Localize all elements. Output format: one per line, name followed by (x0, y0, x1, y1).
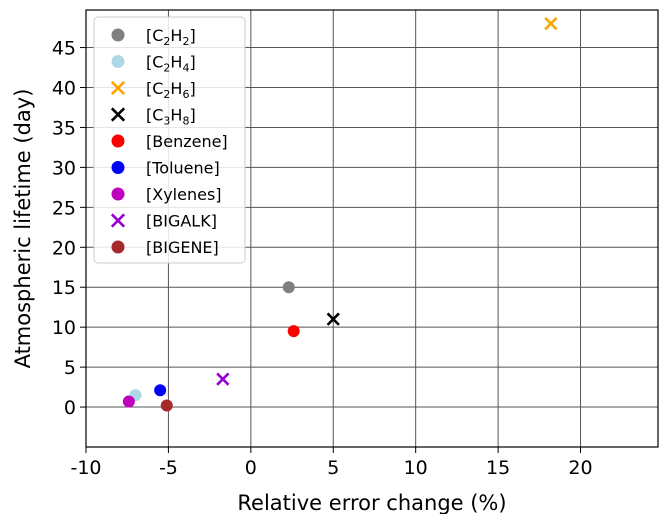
legend-label: [BIGENE] (146, 238, 219, 257)
x-tick-label: 5 (327, 457, 339, 479)
x-axis-label: Relative error change (%) (237, 491, 506, 514)
legend-label: [C2H2] (146, 26, 196, 48)
y-tick-label: 30 (52, 157, 76, 179)
legend-marker-stroke (110, 213, 126, 228)
data-point-stroke (216, 372, 230, 386)
legend-marker-stroke (110, 107, 126, 122)
data-point (216, 372, 230, 386)
y-tick-label: 35 (52, 117, 76, 139)
y-tick-label: 40 (52, 77, 76, 99)
legend-marker (111, 187, 125, 201)
x-tick-label: -10 (70, 457, 101, 479)
legend-marker (111, 240, 125, 254)
data-point-stroke (544, 16, 558, 31)
x-tick-label: 0 (245, 457, 257, 479)
data-point (160, 399, 173, 412)
y-tick-label: 45 (52, 38, 76, 60)
legend-box (93, 16, 246, 264)
legend-label: [Toluene] (146, 159, 220, 178)
legend-marker (111, 55, 125, 68)
axis-ticks: -10 -5 0 5 10 15 20 0 5 10 15 20 25 30 35 40 45 (52, 38, 593, 479)
y-tick-label: 10 (52, 317, 76, 339)
y-tick-label: 0 (64, 397, 76, 419)
legend: [C2H2] [C2H4] [C2H6] [C3H8] [Benzene] [Toluen… (93, 16, 246, 264)
legend-marker (110, 107, 126, 122)
legend-marker (111, 134, 125, 148)
x-tick-label: -5 (159, 457, 178, 479)
x-tick-label: 10 (404, 457, 428, 479)
legend-marker (111, 161, 125, 174)
data-points (122, 16, 558, 412)
legend-label: [C2H4] (146, 53, 196, 75)
legend-marker-stroke (110, 80, 126, 96)
plot-area-frame (85, 9, 659, 448)
y-tick-label: 5 (64, 357, 76, 379)
y-axis-label: Atmospheric lifetime (day) (11, 89, 35, 369)
y-tick-label: 25 (52, 197, 76, 219)
legend-label: [BIGALK] (146, 212, 217, 231)
legend-marker (110, 80, 126, 96)
data-point-stroke (326, 312, 340, 326)
legend-label: [C3H8] (146, 106, 196, 128)
x-tick-label: 20 (568, 457, 592, 479)
legend-label: [Xylenes] (146, 185, 222, 204)
legend-marker (110, 213, 126, 228)
data-point (326, 312, 340, 326)
y-tick-label: 15 (52, 277, 76, 299)
legend-label: [Benzene] (146, 132, 228, 151)
data-point (282, 281, 295, 294)
data-point (154, 384, 167, 397)
data-point (544, 16, 558, 31)
x-tick-label: 15 (486, 457, 510, 479)
y-tick-label: 20 (52, 237, 76, 259)
legend-label: [C2H6] (146, 79, 196, 101)
data-point (122, 395, 135, 408)
legend-marker (111, 28, 125, 42)
data-point (287, 325, 300, 338)
